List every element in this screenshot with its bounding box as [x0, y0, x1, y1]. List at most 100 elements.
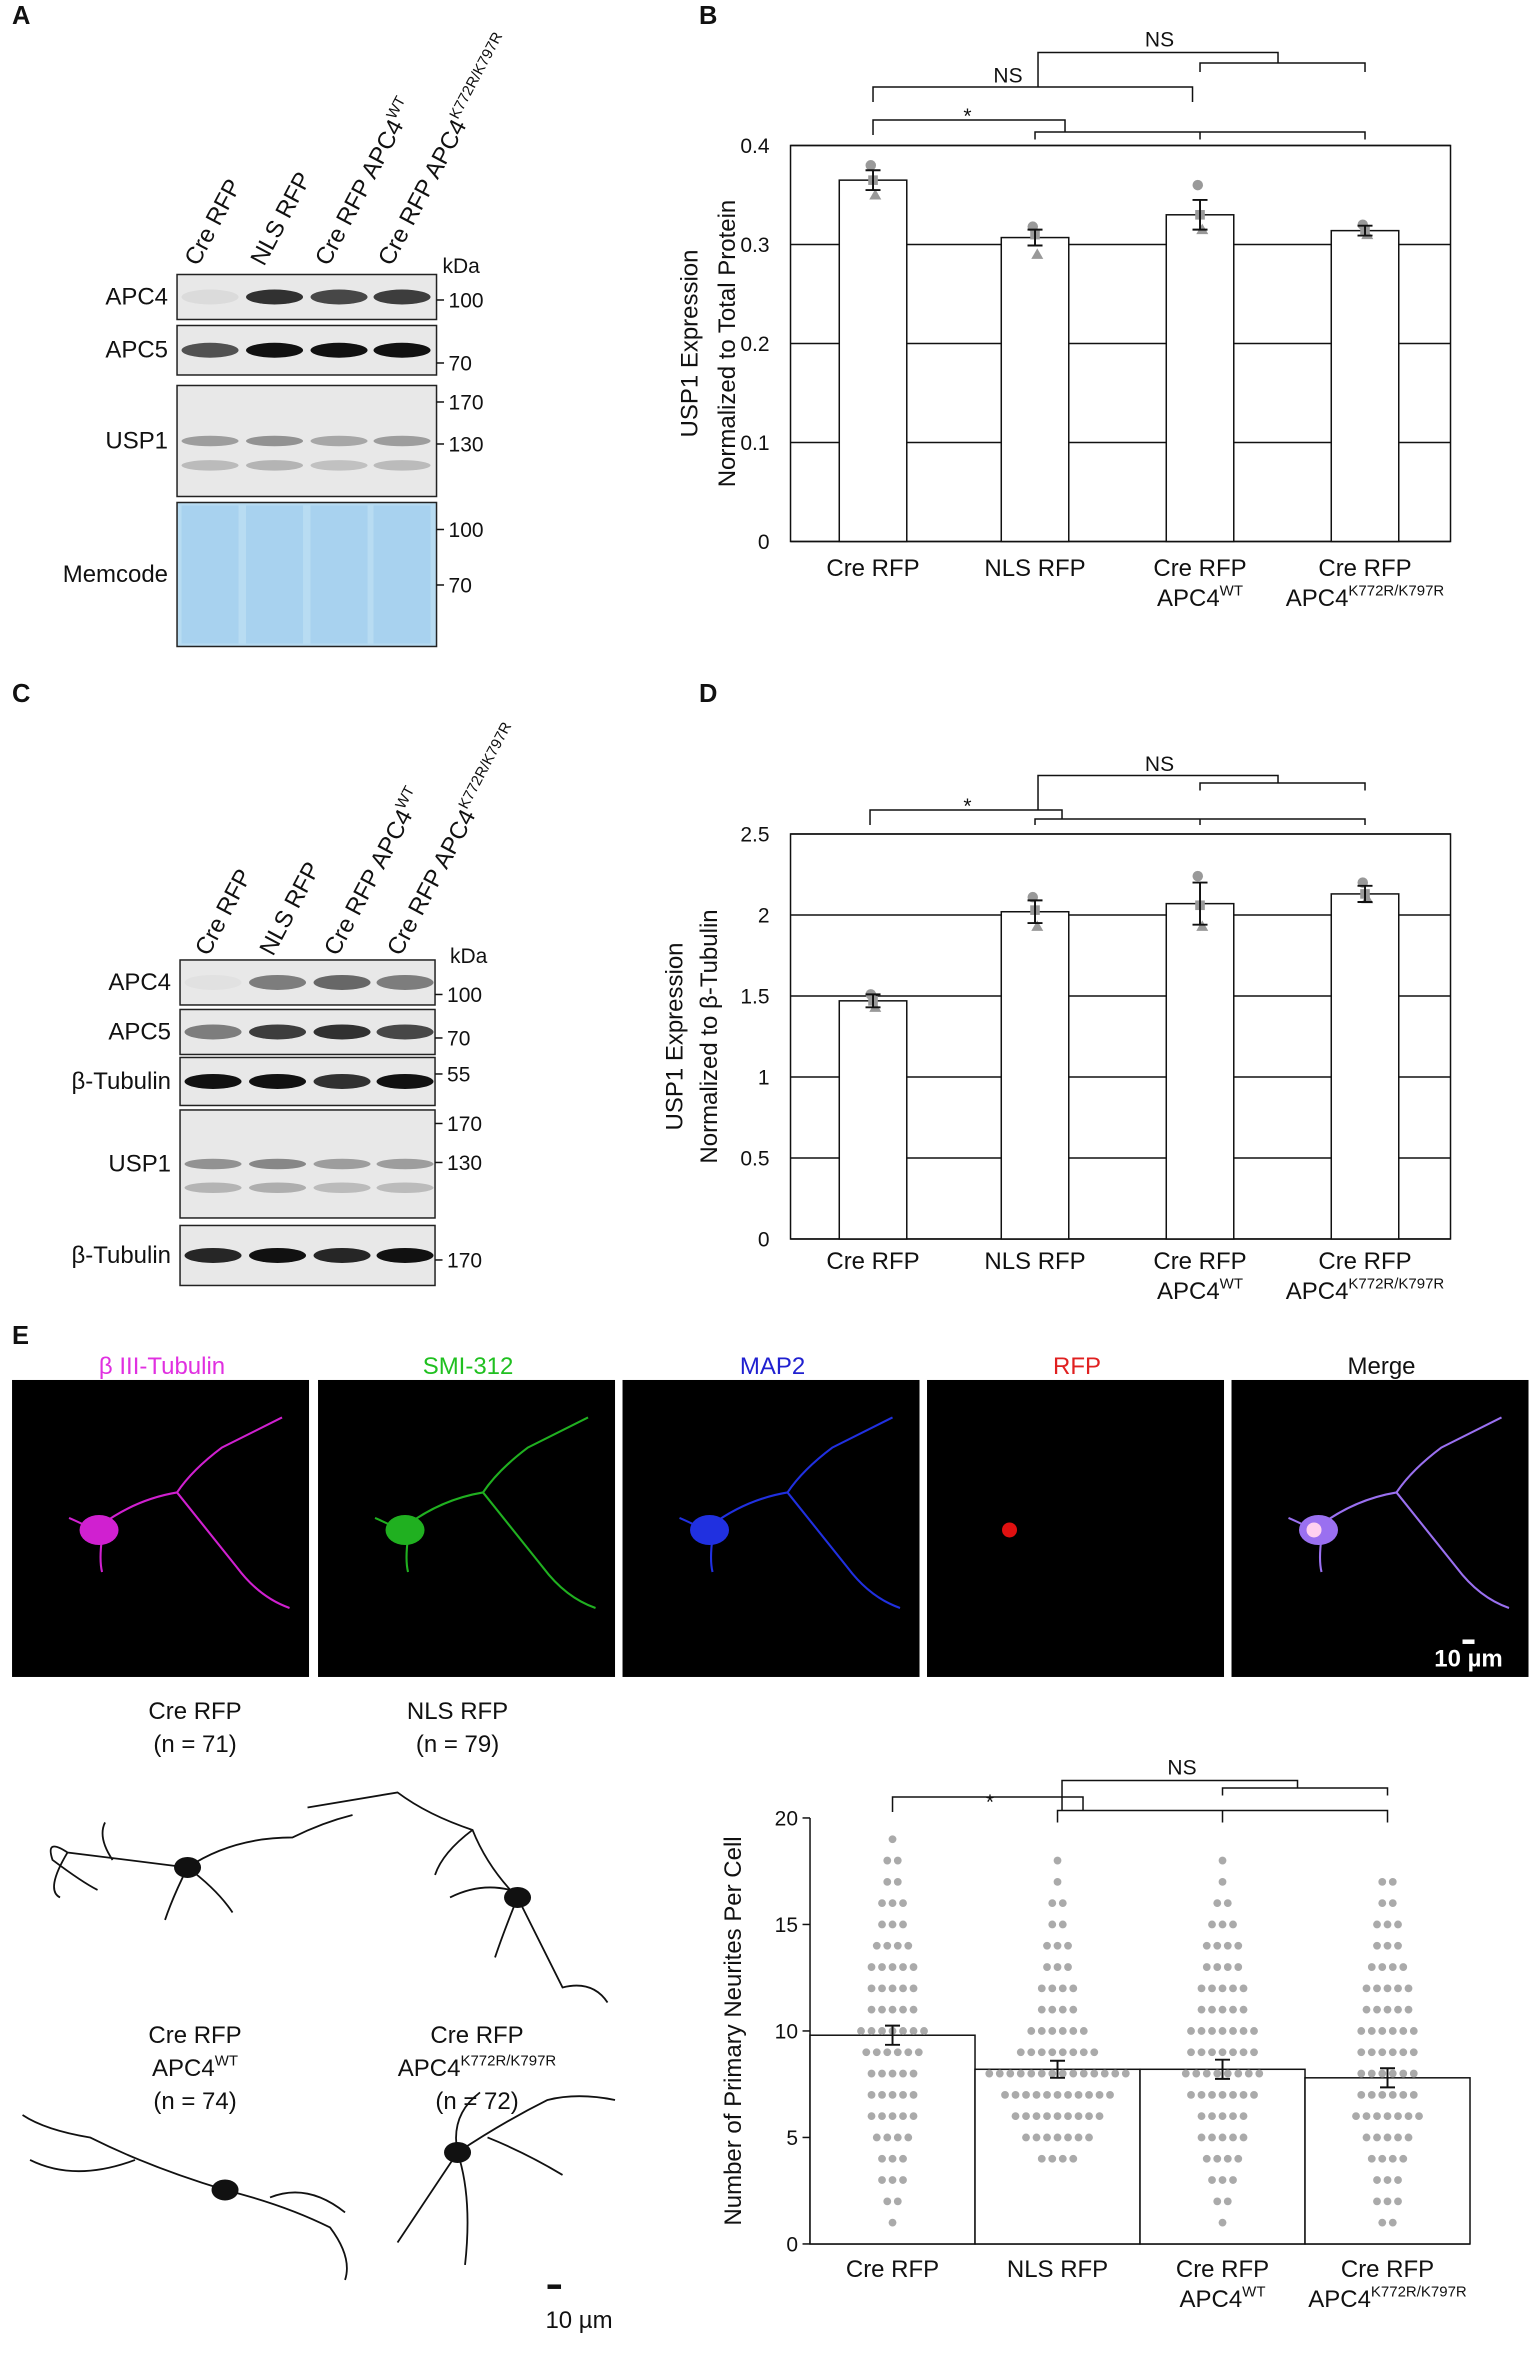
label-text: APC4 — [1157, 585, 1220, 612]
label: Cre RFP — [1341, 2256, 1434, 2283]
data-point — [878, 1920, 886, 1929]
data-point — [1399, 2048, 1408, 2057]
neuron-image — [374, 1416, 596, 1609]
data-point — [1208, 2090, 1216, 2099]
data-point — [888, 2112, 897, 2121]
data-point — [883, 1856, 892, 1865]
data-point — [1378, 1963, 1387, 1971]
data-point — [1069, 1984, 1078, 1993]
band — [249, 1158, 307, 1170]
y-tick-label: 0 — [758, 1228, 770, 1251]
dot-row — [867, 1963, 918, 1971]
data-point — [1069, 2027, 1078, 2035]
significance-bracket — [869, 809, 1366, 825]
data-point — [1250, 2090, 1258, 2099]
micrograph — [318, 1379, 616, 1677]
band — [184, 1073, 242, 1089]
label-text: Cre RFP — [1318, 1248, 1411, 1275]
data-point — [899, 2090, 907, 2099]
chart: 0 0.5 1 1.5 2 2.5 USP1 Expression Normalized to… — [662, 753, 1452, 1305]
data-point — [1213, 2069, 1222, 2078]
lane-stain — [181, 505, 239, 644]
dot-row — [1373, 2197, 1402, 2206]
data-point — [1229, 1984, 1237, 1993]
data-point — [1090, 2069, 1099, 2078]
data-point — [1022, 2090, 1030, 2099]
data-point — [1037, 2069, 1046, 2078]
data-point — [1208, 2005, 1216, 2014]
data-point — [1048, 2154, 1057, 2163]
data-point — [1383, 1920, 1392, 1929]
data-point — [883, 1877, 892, 1886]
data-point — [899, 1963, 907, 1971]
data-point — [899, 2112, 907, 2121]
data-point — [1031, 248, 1044, 259]
data-point — [1373, 2005, 1381, 2014]
data-point — [1399, 2154, 1408, 2163]
data-point — [1234, 1963, 1243, 1971]
bar — [1000, 910, 1070, 1240]
data-point — [1218, 1920, 1227, 1929]
band — [249, 1247, 307, 1263]
data-point — [1069, 2005, 1078, 2014]
data-point — [909, 1963, 918, 1971]
data-point — [1037, 2048, 1046, 2057]
band — [249, 974, 307, 990]
data-point — [1223, 1963, 1232, 1971]
label-text: Cre RFP — [1176, 2256, 1269, 2283]
data-point — [878, 1899, 886, 1908]
dot-row — [1187, 2048, 1258, 2057]
band — [373, 342, 431, 358]
data-point — [1383, 2005, 1392, 2014]
channel-title: SMI-312 — [423, 1353, 514, 1380]
dot-row — [1213, 1899, 1232, 1908]
data-point — [899, 2154, 907, 2163]
data-point — [1223, 2197, 1232, 2206]
data-point — [1027, 2027, 1036, 2035]
label-text: Cre RFP — [826, 555, 919, 582]
label-text: NLS RFP — [984, 1248, 1085, 1275]
lane-stain — [246, 505, 304, 644]
label: Cre RFP — [1153, 555, 1246, 582]
data-point — [1058, 1899, 1067, 1908]
data-point — [878, 2090, 886, 2099]
data-point — [1373, 2176, 1381, 2184]
data-point — [995, 2069, 1004, 2078]
label-text: Cre RFP — [826, 1248, 919, 1275]
label-text: Cre RFP — [1318, 555, 1411, 582]
dot-row — [1037, 1984, 1078, 1993]
data-point — [1239, 2005, 1248, 2014]
data-point — [1208, 1984, 1216, 1993]
data-point — [1032, 2133, 1041, 2142]
data-point — [1255, 2069, 1264, 2078]
y-tick-label: 10 — [775, 2020, 798, 2043]
data-point — [1394, 2176, 1402, 2184]
data-point — [1058, 2069, 1067, 2078]
data-point — [1409, 2048, 1418, 2057]
data-point — [1213, 1941, 1222, 1950]
data-point — [1378, 1877, 1387, 1886]
label-text: Cre RFP — [846, 2256, 939, 2283]
label: Cre RFP — [148, 1698, 241, 1725]
data-point — [899, 2176, 907, 2184]
y-tick-label: 0.5 — [740, 1147, 769, 1170]
data-point — [1388, 2218, 1397, 2227]
data-point — [1394, 1984, 1402, 1993]
label-superscript: WT — [1220, 1275, 1243, 1292]
data-point — [1404, 2133, 1413, 2142]
band — [310, 342, 368, 358]
dot-row — [1197, 2005, 1248, 2014]
row-label: USP1 — [105, 427, 168, 454]
data-point — [888, 2154, 897, 2163]
dot-row — [867, 1984, 918, 1993]
error-bar — [1357, 224, 1373, 237]
data-point — [1218, 2005, 1227, 2014]
band — [376, 1158, 434, 1170]
label-text: Cre RFP — [430, 2022, 523, 2049]
data-point — [869, 188, 882, 200]
data-point — [1053, 1856, 1062, 1865]
data-point — [909, 2005, 918, 2014]
bar — [809, 2034, 976, 2245]
data-point — [878, 1984, 886, 1993]
neurite — [68, 1416, 290, 1609]
